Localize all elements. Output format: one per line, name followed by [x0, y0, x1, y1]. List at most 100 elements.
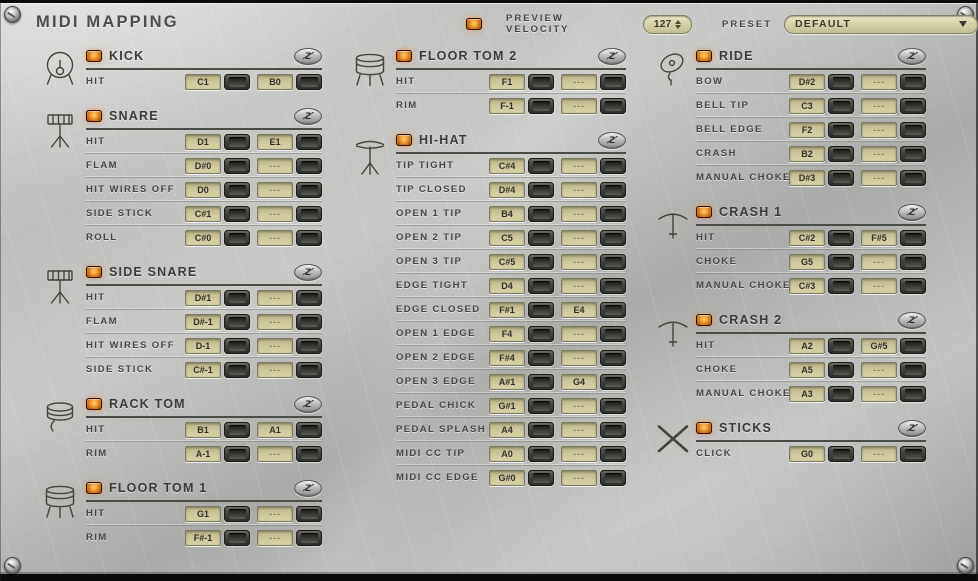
midi-note-value[interactable]: ---	[561, 421, 597, 438]
midi-note-value[interactable]: ---	[257, 313, 293, 330]
midi-learn-button[interactable]	[828, 97, 854, 114]
midi-note-value[interactable]: ---	[257, 445, 293, 462]
midi-note-value[interactable]: ---	[861, 277, 897, 294]
midi-learn-button[interactable]	[296, 337, 322, 354]
midi-learn-button[interactable]	[600, 325, 626, 342]
section-enable-led[interactable]	[86, 266, 102, 278]
preset-dropdown[interactable]: DEFAULT	[784, 14, 978, 34]
midi-note-value[interactable]: A-1	[185, 445, 221, 462]
zone-edit-button[interactable]: Z	[598, 47, 626, 65]
section-enable-led[interactable]	[86, 50, 102, 62]
midi-learn-button[interactable]	[900, 97, 926, 114]
midi-learn-button[interactable]	[828, 337, 854, 354]
zone-edit-button[interactable]: Z	[898, 311, 926, 329]
midi-note-value[interactable]: ---	[561, 157, 597, 174]
midi-learn-button[interactable]	[528, 97, 554, 114]
midi-note-value[interactable]: ---	[561, 325, 597, 342]
zone-edit-button[interactable]: Z	[598, 131, 626, 149]
midi-note-value[interactable]: D#-1	[185, 313, 221, 330]
section-enable-led[interactable]	[696, 50, 712, 62]
midi-note-value[interactable]: D1	[185, 133, 221, 150]
midi-note-value[interactable]: ---	[861, 253, 897, 270]
midi-learn-button[interactable]	[828, 445, 854, 462]
midi-note-value[interactable]: ---	[861, 361, 897, 378]
preview-velocity-stepper[interactable]: 127	[643, 14, 692, 34]
midi-learn-button[interactable]	[224, 361, 250, 378]
midi-learn-button[interactable]	[224, 445, 250, 462]
midi-learn-button[interactable]	[528, 373, 554, 390]
midi-learn-button[interactable]	[828, 253, 854, 270]
midi-note-value[interactable]: ---	[561, 397, 597, 414]
midi-note-value[interactable]: ---	[861, 73, 897, 90]
midi-learn-button[interactable]	[224, 337, 250, 354]
midi-learn-button[interactable]	[900, 145, 926, 162]
midi-note-value[interactable]: D#4	[489, 181, 525, 198]
midi-learn-button[interactable]	[528, 277, 554, 294]
section-enable-led[interactable]	[86, 482, 102, 494]
midi-note-value[interactable]: B0	[257, 73, 293, 90]
midi-note-value[interactable]: D4	[489, 277, 525, 294]
midi-note-value[interactable]: E1	[257, 133, 293, 150]
midi-learn-button[interactable]	[528, 397, 554, 414]
midi-note-value[interactable]: ---	[561, 205, 597, 222]
midi-note-value[interactable]: ---	[861, 385, 897, 402]
midi-learn-button[interactable]	[296, 313, 322, 330]
midi-learn-button[interactable]	[224, 133, 250, 150]
midi-note-value[interactable]: B2	[789, 145, 825, 162]
midi-learn-button[interactable]	[600, 445, 626, 462]
midi-note-value[interactable]: F#-1	[185, 529, 221, 546]
midi-note-value[interactable]: B1	[185, 421, 221, 438]
zone-edit-button[interactable]: Z	[294, 107, 322, 125]
midi-learn-button[interactable]	[528, 157, 554, 174]
midi-learn-button[interactable]	[528, 181, 554, 198]
midi-learn-button[interactable]	[528, 469, 554, 486]
zone-edit-button[interactable]: Z	[898, 47, 926, 65]
midi-learn-button[interactable]	[828, 229, 854, 246]
midi-note-value[interactable]: A4	[489, 421, 525, 438]
midi-note-value[interactable]: ---	[257, 229, 293, 246]
midi-note-value[interactable]: ---	[561, 229, 597, 246]
section-enable-led[interactable]	[696, 314, 712, 326]
midi-learn-button[interactable]	[224, 505, 250, 522]
midi-note-value[interactable]: ---	[257, 529, 293, 546]
midi-learn-button[interactable]	[828, 361, 854, 378]
midi-note-value[interactable]: G#5	[861, 337, 897, 354]
midi-note-value[interactable]: C#0	[185, 229, 221, 246]
midi-note-value[interactable]: C#4	[489, 157, 525, 174]
midi-note-value[interactable]: F2	[789, 121, 825, 138]
midi-learn-button[interactable]	[600, 229, 626, 246]
midi-note-value[interactable]: A3	[789, 385, 825, 402]
zone-edit-button[interactable]: Z	[294, 47, 322, 65]
midi-learn-button[interactable]	[528, 445, 554, 462]
midi-learn-button[interactable]	[600, 253, 626, 270]
midi-note-value[interactable]: A#1	[489, 373, 525, 390]
midi-note-value[interactable]: ---	[861, 121, 897, 138]
midi-note-value[interactable]: F#1	[489, 301, 525, 318]
midi-note-value[interactable]: A2	[789, 337, 825, 354]
midi-learn-button[interactable]	[828, 385, 854, 402]
midi-note-value[interactable]: B4	[489, 205, 525, 222]
midi-note-value[interactable]: C#1	[185, 205, 221, 222]
midi-learn-button[interactable]	[900, 253, 926, 270]
midi-learn-button[interactable]	[224, 289, 250, 306]
midi-learn-button[interactable]	[900, 337, 926, 354]
section-enable-led[interactable]	[86, 110, 102, 122]
midi-note-value[interactable]: ---	[561, 253, 597, 270]
midi-learn-button[interactable]	[600, 73, 626, 90]
midi-note-value[interactable]: G#1	[489, 397, 525, 414]
midi-learn-button[interactable]	[828, 169, 854, 186]
midi-learn-button[interactable]	[600, 421, 626, 438]
midi-note-value[interactable]: ---	[257, 181, 293, 198]
midi-learn-button[interactable]	[528, 325, 554, 342]
midi-learn-button[interactable]	[828, 121, 854, 138]
section-enable-led[interactable]	[396, 134, 412, 146]
midi-note-value[interactable]: A1	[257, 421, 293, 438]
section-enable-led[interactable]	[86, 398, 102, 410]
preview-velocity-led[interactable]	[466, 18, 482, 30]
midi-learn-button[interactable]	[224, 421, 250, 438]
midi-learn-button[interactable]	[900, 277, 926, 294]
midi-note-value[interactable]: C3	[789, 97, 825, 114]
midi-note-value[interactable]: ---	[561, 277, 597, 294]
midi-learn-button[interactable]	[224, 313, 250, 330]
midi-learn-button[interactable]	[296, 361, 322, 378]
